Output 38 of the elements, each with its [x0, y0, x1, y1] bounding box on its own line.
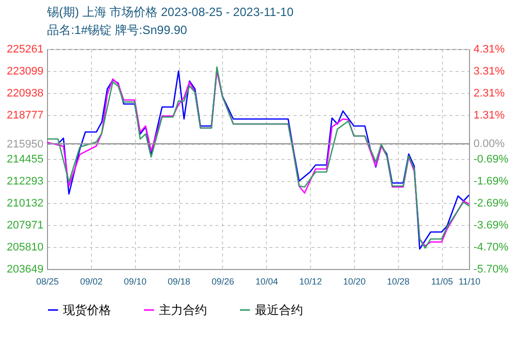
- x-tick-label: 10/28: [386, 276, 410, 286]
- y2-tick-label: -5.70%: [474, 264, 509, 276]
- y-tick-label: 205810: [6, 242, 44, 254]
- chart-title: 锡(期) 上海 市场价格 2023-08-25 - 2023-11-10: [46, 5, 294, 19]
- y2-tick-label: 3.31%: [474, 65, 505, 78]
- x-tick-label: 10/04: [255, 276, 278, 286]
- y2-tick-label: 0.00%: [474, 138, 505, 150]
- legend-label: 现货价格: [63, 303, 111, 317]
- y-tick-label: 210132: [6, 198, 44, 210]
- y-tick-label: 214455: [6, 154, 44, 166]
- x-tick-label: 11/10: [458, 276, 480, 286]
- y2-tick-label: -0.69%: [474, 153, 509, 166]
- y-tick-label: 203649: [6, 264, 44, 276]
- y-tick-label: 212293: [6, 176, 44, 188]
- y-tick-label: 223099: [6, 66, 44, 78]
- x-tick-label: 08/25: [36, 276, 59, 286]
- x-tick-label: 09/10: [124, 276, 146, 286]
- legend-label: 主力合约: [159, 303, 207, 317]
- y-tick-label: 218777: [6, 110, 44, 122]
- y2-tick-label: -4.70%: [474, 242, 509, 254]
- x-tick-label: 10/12: [299, 276, 322, 286]
- y2-tick-label: -2.69%: [474, 197, 509, 210]
- y-tick-label: 225261: [6, 44, 44, 56]
- x-tick-label: 09/02: [80, 276, 103, 286]
- y2-tick-label: -3.69%: [474, 219, 509, 232]
- y2-tick-label: 1.31%: [474, 109, 505, 122]
- x-tick-label: 09/26: [212, 276, 234, 286]
- y2-tick-label: 2.31%: [474, 87, 505, 100]
- x-tick-label: 11/05: [431, 276, 454, 286]
- y-tick-label: 220938: [6, 88, 44, 100]
- y-tick-label: 215950: [6, 138, 44, 150]
- y-tick-label: 207971: [6, 220, 44, 232]
- chart-subtitle: 品名:1#锡锭 牌号:Sn99.90: [47, 23, 188, 37]
- legend-label: 最近合约: [255, 303, 303, 317]
- y2-tick-label: 4.31%: [474, 44, 505, 56]
- y2-tick-label: -1.69%: [474, 175, 509, 188]
- x-tick-label: 10/20: [343, 276, 366, 286]
- x-tick-label: 09/18: [168, 276, 190, 286]
